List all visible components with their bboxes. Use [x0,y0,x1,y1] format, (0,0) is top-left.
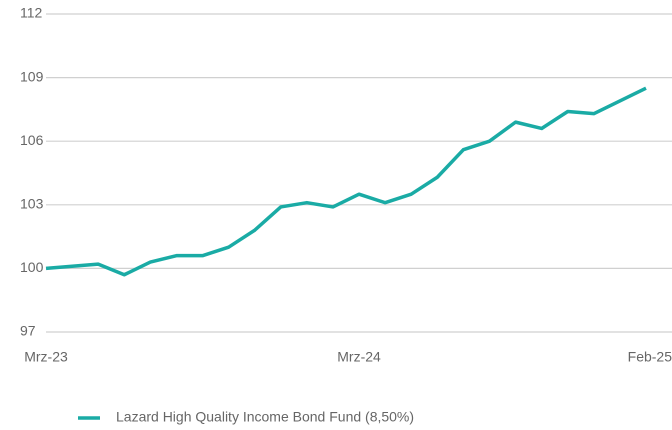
x-tick-label: Feb-25 [628,349,672,365]
y-tick-label: 100 [20,259,44,275]
y-tick-label: 106 [20,132,44,148]
x-tick-label: Mrz-23 [24,349,68,365]
y-tick-label: 109 [20,68,44,84]
x-tick-label: Mrz-24 [337,349,381,365]
data-line [45,86,647,277]
y-tick-label: 103 [20,196,44,212]
legend-label: Lazard High Quality Income Bond Fund (8,… [116,409,414,425]
y-tick-label: 97 [20,323,36,339]
y-tick-label: 112 [20,5,43,21]
